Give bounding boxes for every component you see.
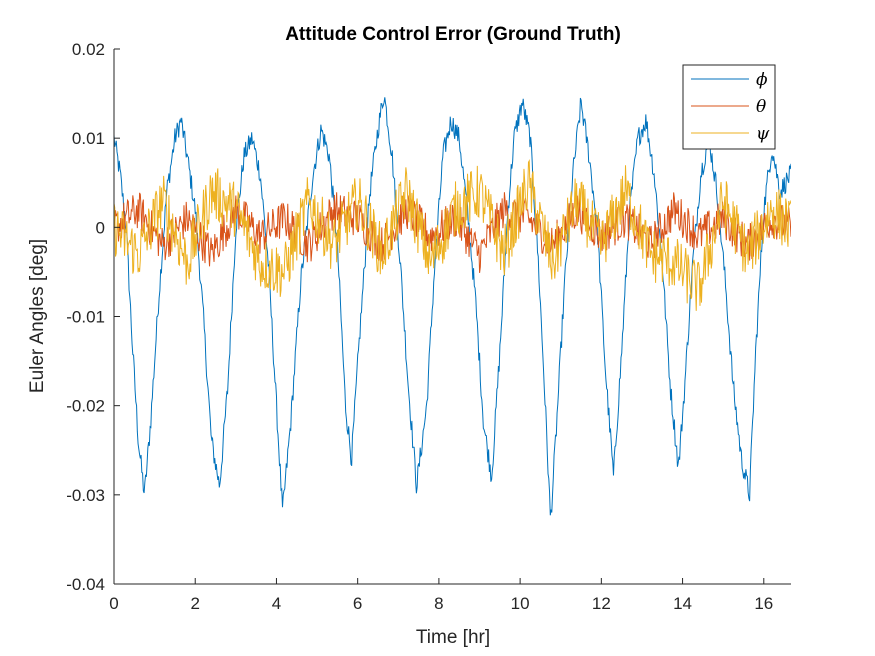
chart-title: Attitude Control Error (Ground Truth) xyxy=(285,24,621,45)
series-line-2 xyxy=(114,192,791,273)
x-tick-label: 0 xyxy=(109,594,118,613)
x-tick-label: 4 xyxy=(272,594,281,613)
x-axis-label: Time [hr] xyxy=(416,627,490,648)
series-line-3 xyxy=(114,158,791,311)
x-tick-label: 12 xyxy=(592,594,611,613)
y-tick-label: 0.01 xyxy=(72,129,105,148)
legend: ϕθψ xyxy=(682,64,776,150)
x-tick-label: 10 xyxy=(511,594,530,613)
x-tick-label: 6 xyxy=(353,594,362,613)
series-group xyxy=(114,97,791,516)
x-tick-label: 16 xyxy=(754,594,773,613)
y-tick-label: -0.03 xyxy=(66,486,105,505)
legend-label-1: ϕ xyxy=(756,70,768,90)
y-tick-label: -0.02 xyxy=(66,397,105,416)
y-axis-label: Euler Angles [deg] xyxy=(27,239,48,393)
legend-label-3: ψ xyxy=(756,124,770,144)
legend-label-2: θ xyxy=(756,97,766,117)
series-line-1 xyxy=(114,97,791,516)
x-tick-label: 2 xyxy=(190,594,199,613)
y-tick-label: -0.04 xyxy=(66,575,105,594)
x-tick-label: 8 xyxy=(434,594,443,613)
y-tick-label: -0.01 xyxy=(66,308,105,327)
x-tick-label: 14 xyxy=(673,594,692,613)
y-tick-label: 0 xyxy=(96,218,105,237)
y-tick-label: 0.02 xyxy=(72,40,105,59)
plot-area: 0 2 4 6 8 10 12 14 16 0.02 0.01 0 -0.01 -0.02 -0.03 -0.… xyxy=(66,40,791,613)
